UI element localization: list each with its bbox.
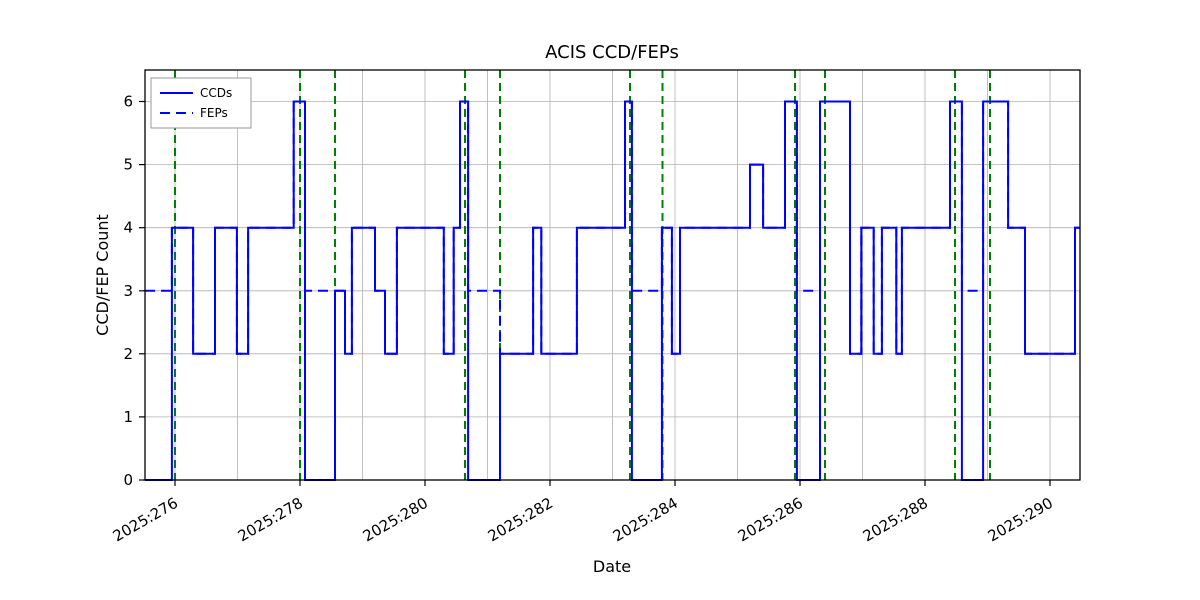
- y-tick-label: 2: [123, 345, 133, 363]
- x-tick-label: 2025:276: [110, 494, 181, 546]
- x-tick-label: 2025:284: [610, 494, 681, 546]
- y-tick-label: 1: [123, 408, 133, 426]
- y-axis-label: CCD/FEP Count: [93, 214, 112, 336]
- x-tick-label: 2025:282: [485, 494, 556, 546]
- legend-feps-label: FEPs: [200, 106, 228, 120]
- x-tick-label: 2025:290: [985, 494, 1056, 546]
- legend-ccds-label: CCDs: [200, 86, 232, 100]
- y-tick-label: 5: [123, 156, 133, 174]
- series-feps-line: [145, 100, 1080, 355]
- y-tick-label: 3: [123, 282, 133, 300]
- radzone-event-lines-layer: [174, 70, 991, 480]
- y-tick-label: 4: [123, 219, 133, 237]
- legend: CCDs FEPs: [150, 77, 252, 129]
- y-tick-label: 0: [123, 471, 133, 489]
- x-tick-label: 2025:280: [360, 494, 431, 546]
- chart-title: ACIS CCD/FEPs: [545, 42, 679, 63]
- grid-layer: [145, 70, 1080, 481]
- x-tick-label: 2025:288: [860, 494, 931, 546]
- legend-box: [150, 77, 252, 129]
- x-tick-label: 2025:278: [235, 494, 306, 546]
- y-tick-label: 6: [123, 93, 133, 111]
- x-tick-label: 2025:286: [735, 494, 806, 546]
- x-axis-label: Date: [593, 557, 631, 576]
- plot-border: [144, 69, 1081, 481]
- axis-layer: 2025:276 2025:278 2025:280 2025:282 2025:284…: [110, 93, 1056, 546]
